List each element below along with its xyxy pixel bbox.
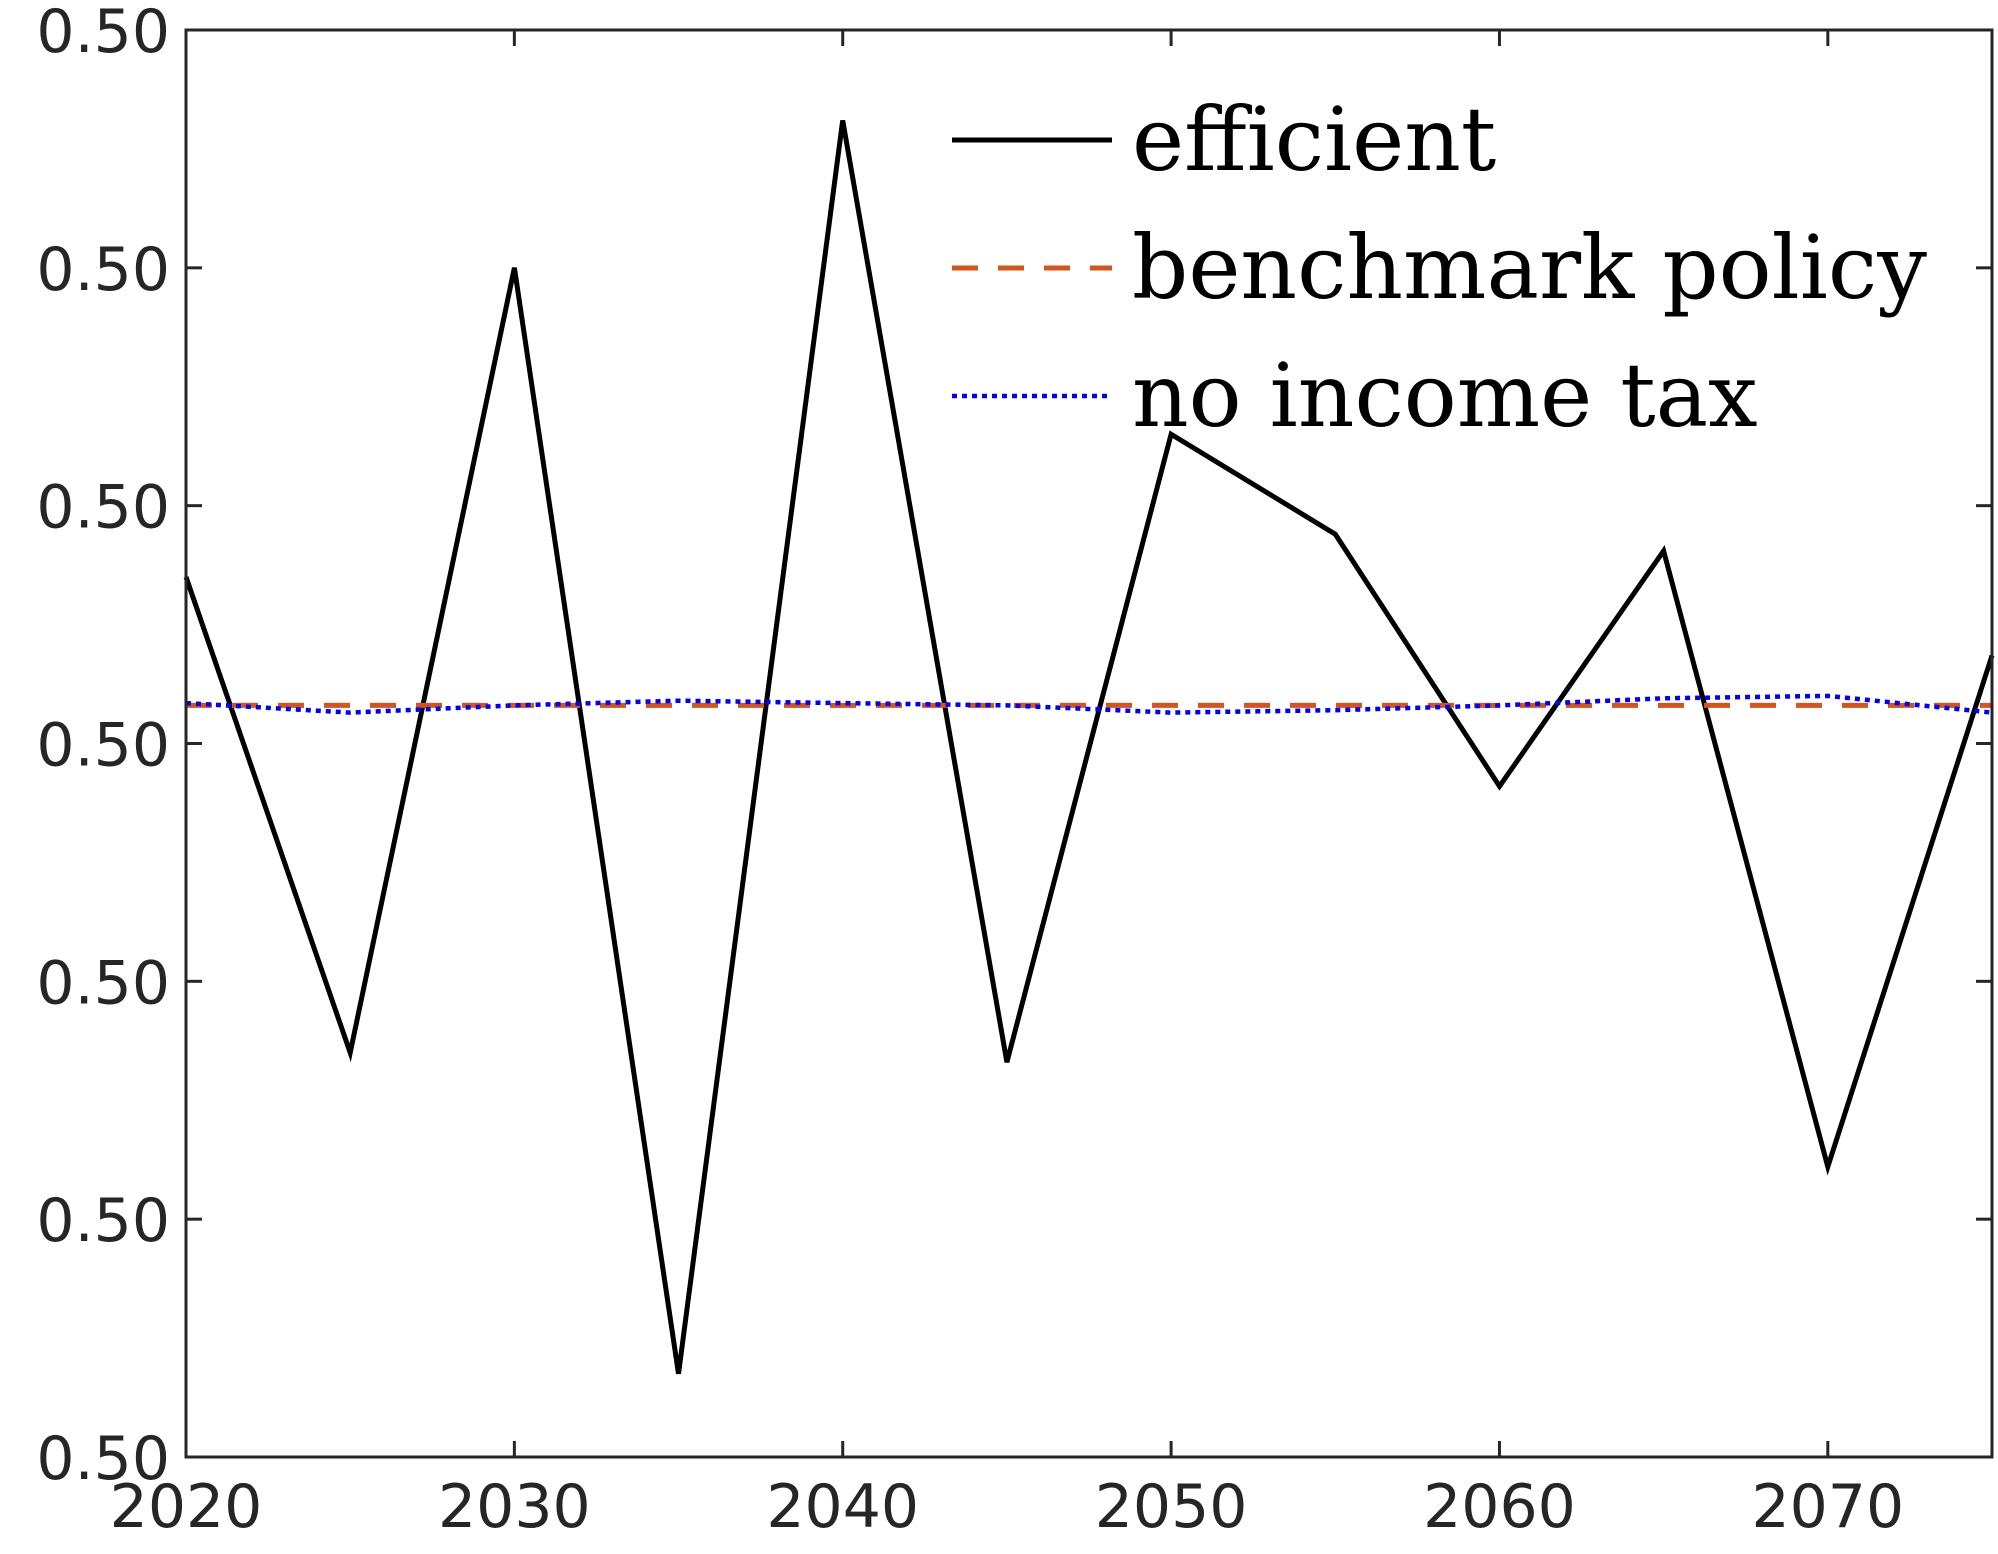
series-line-efficient bbox=[183, 119, 1995, 1375]
series-line-no-income-tax bbox=[185, 693, 1993, 715]
y-tick-label: 0.50 bbox=[36, 1186, 170, 1256]
legend: efficient benchmark policy no income tax bbox=[952, 88, 1927, 447]
x-tick-label: 2060 bbox=[1423, 1472, 1576, 1542]
legend-label: efficient bbox=[1132, 88, 1496, 191]
series-lines bbox=[183, 119, 1995, 1375]
x-tick-label: 2070 bbox=[1751, 1472, 1904, 1542]
y-tick-label: 0.50 bbox=[36, 711, 170, 781]
y-tick-label: 0.50 bbox=[36, 473, 170, 543]
x-tick-label: 2050 bbox=[1095, 1472, 1248, 1542]
y-tick-label: 0.50 bbox=[36, 0, 170, 67]
axis-ticks: 2020 2030 2040 2050 2060 2070 0.50 0.50 0.50 0.50… bbox=[36, 0, 1992, 1542]
x-tick-label: 2040 bbox=[766, 1472, 919, 1542]
legend-label: no income tax bbox=[1132, 344, 1758, 447]
y-tick-label: 0.50 bbox=[36, 1424, 170, 1494]
y-tick-label: 0.50 bbox=[36, 948, 170, 1018]
y-tick-label: 0.50 bbox=[36, 235, 170, 305]
x-tick-label: 2020 bbox=[110, 1472, 263, 1542]
x-tick-label: 2030 bbox=[438, 1472, 591, 1542]
legend-label: benchmark policy bbox=[1132, 216, 1927, 319]
